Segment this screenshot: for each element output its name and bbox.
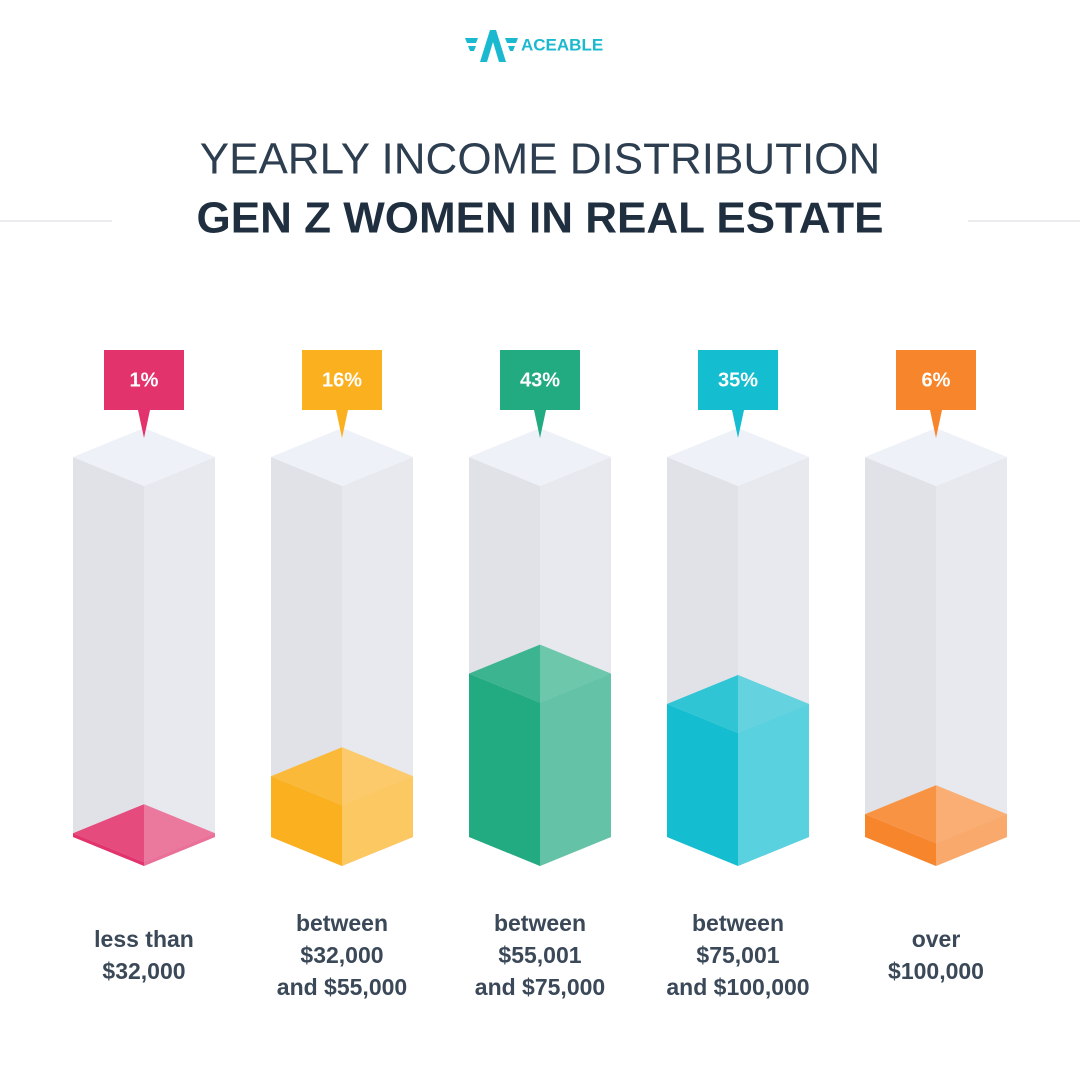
column-right xyxy=(936,457,1007,866)
bar-right-shade xyxy=(738,704,809,866)
bar xyxy=(865,785,1007,866)
column-top xyxy=(73,428,215,486)
bar xyxy=(73,804,215,866)
bar-top xyxy=(469,644,611,703)
bar-top-back xyxy=(540,644,611,703)
bar-right xyxy=(144,833,215,866)
logo: ACEABLE xyxy=(465,30,603,62)
bar-left xyxy=(865,814,936,866)
bar-top-back xyxy=(342,747,413,806)
value-label: 35% xyxy=(718,369,758,391)
bar-right-shade xyxy=(144,833,215,866)
column-top xyxy=(667,428,809,486)
bar-right-shade xyxy=(936,814,1007,866)
bar-top xyxy=(865,785,1007,844)
bar-top-shade xyxy=(865,785,1007,844)
bar-top-shade xyxy=(667,675,809,733)
column-top xyxy=(865,428,1007,486)
bar-right xyxy=(738,704,809,866)
bar-right-shade xyxy=(342,776,413,866)
bar-right xyxy=(342,776,413,866)
bar-top-shade xyxy=(271,747,413,806)
callout xyxy=(896,350,976,438)
callout xyxy=(104,350,184,438)
bar xyxy=(271,747,413,866)
bar-top xyxy=(271,747,413,806)
bar-top-shade xyxy=(73,804,215,863)
chart-title: YEARLY INCOME DISTRIBUTION xyxy=(200,135,880,184)
bar-top-back xyxy=(738,675,809,733)
callout xyxy=(500,350,580,438)
bar-right xyxy=(540,673,611,866)
category-label: less than $32,000 xyxy=(94,926,194,984)
value-label: 43% xyxy=(520,369,560,391)
category-label: between $75,001 and $100,000 xyxy=(666,910,810,1000)
bar-top xyxy=(73,804,215,863)
value-label: 6% xyxy=(922,369,951,391)
bar xyxy=(469,644,611,866)
brand: ACEABLE xyxy=(521,35,603,54)
callout xyxy=(698,350,778,438)
value-label: 16% xyxy=(322,369,362,391)
bar-left xyxy=(469,673,540,866)
column-top xyxy=(271,428,413,486)
logo-wing xyxy=(465,38,518,51)
category-label: between $55,001 and $75,000 xyxy=(474,910,606,1000)
column-left xyxy=(73,457,144,866)
bar-left xyxy=(271,776,342,866)
callout xyxy=(302,350,382,438)
logo-a xyxy=(480,30,506,62)
bar-top xyxy=(667,675,809,733)
category-label: over $100,000 xyxy=(888,926,984,984)
column-right xyxy=(144,457,215,866)
bar-right-shade xyxy=(540,673,611,866)
value-label: 1% xyxy=(130,369,159,391)
column-left xyxy=(865,457,936,866)
bar-top-back xyxy=(144,804,215,863)
bar-top-shade xyxy=(469,644,611,703)
column-top xyxy=(469,428,611,486)
bar-top-back xyxy=(936,785,1007,844)
bar xyxy=(667,675,809,866)
chart-subtitle: GEN Z WOMEN IN REAL ESTATE xyxy=(197,194,884,243)
bar-left xyxy=(667,704,738,866)
bar-left xyxy=(73,833,144,866)
category-label: between $32,000 and $55,000 xyxy=(276,910,408,1000)
bar-right xyxy=(936,814,1007,866)
